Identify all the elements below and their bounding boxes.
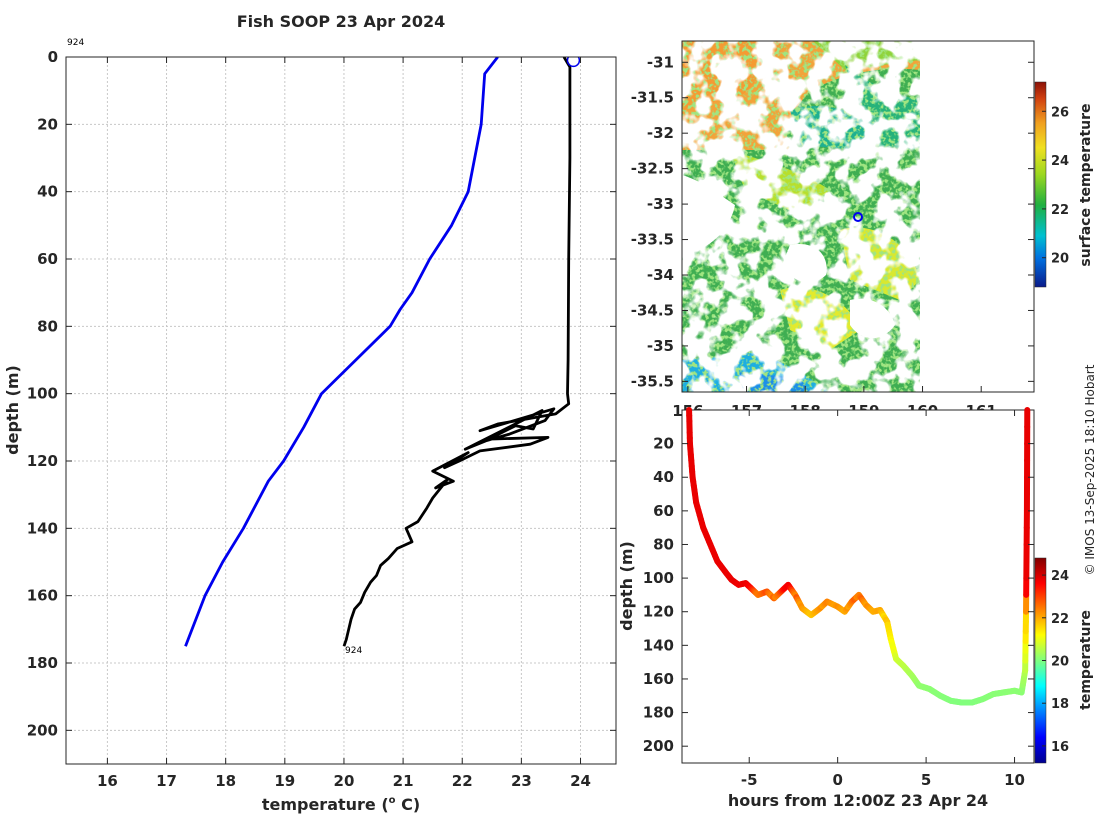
surface-temperature-map: -31 -31.5 -32 -32.5 -33 -33.5 -34 -34.5 -35 -35.5…: [631, 40, 1094, 420]
map-y-tick-label: -35: [647, 337, 674, 355]
depth-time-y-tick-label: 200: [643, 737, 674, 755]
profile-x-tick-label: 24: [570, 772, 591, 790]
profile-y-axis-label: depth (m): [3, 365, 22, 455]
profile-y-tick-label: 200: [27, 721, 58, 739]
profile-chart: 16 17 18 19 20 21 22 23 24 0 20 40 60 80 100 120 140 160 1…: [3, 38, 617, 814]
depth-time-x-tick-label: 0: [832, 771, 842, 789]
map-y-tick-label: -33.5: [631, 231, 674, 249]
profile-y-tick-label: 180: [27, 654, 58, 672]
map-y-tick-label: -32: [647, 124, 674, 142]
profile-x-tick-label: 19: [274, 772, 295, 790]
map-y-tick-label: -32.5: [631, 160, 674, 178]
profile-x-tick-label: 20: [334, 772, 355, 790]
sst-colorbar-tick-label: 22: [1051, 203, 1069, 218]
series-line-sensor-profiles: [342, 57, 572, 647]
depth-time-y-tick-label: 40: [653, 468, 674, 486]
profile-y-tick-label: 120: [27, 452, 58, 470]
map-axes-frame: [681, 40, 1035, 393]
depth-time-y-tick-label: 140: [643, 636, 674, 654]
profile-axes-frame: [65, 56, 617, 765]
sst-colorbar-ticks: 20 22 24 26: [1042, 105, 1069, 267]
profile-x-tick-label: 21: [393, 772, 414, 790]
imos-credit: © IMOS 13-Sep-2025 18:10 Hobart: [1083, 364, 1097, 575]
profile-x-label-unit: C): [396, 795, 421, 814]
profile-x-tick-label: 22: [452, 772, 473, 790]
temperature-colorbar-tick-label: 16: [1051, 740, 1069, 755]
profile-y-tick-label: 80: [37, 317, 58, 335]
profile-position-marker: [566, 57, 581, 68]
profile-y-tick-label: 20: [37, 115, 58, 133]
temperature-colorbar-ticks: 16 18 20 22 24: [1042, 569, 1069, 755]
sst-colorbar-tick-label: 26: [1051, 105, 1069, 120]
depth-time-data: [686, 407, 1031, 706]
profile-x-tick-label: 18: [215, 772, 236, 790]
profile-x-axis-label: temperature (o C): [262, 795, 420, 814]
profile-x-tick-label: 23: [511, 772, 532, 790]
map-y-tick-label: -34.5: [631, 301, 674, 319]
sst-colorbar: [1034, 81, 1047, 288]
temperature-colorbar-tick-label: 22: [1051, 612, 1069, 627]
depth-time-y-tick-label: 180: [643, 704, 674, 722]
depth-time-ticks: 20 40 60 80 100 120 140 160 180 200 -5 0 5 10: [643, 410, 1034, 789]
sst-colorbar-tick-label: 24: [1051, 154, 1069, 169]
depth-time-x-tick-label: -5: [741, 771, 758, 789]
depth-time-y-tick-label: 80: [653, 535, 674, 553]
profile-y-tick-label: 0: [48, 48, 58, 66]
depth-time-x-tick-label: 10: [1004, 771, 1025, 789]
temperature-colorbar-label: temperature: [1078, 610, 1094, 710]
series-line-climatology: [184, 57, 499, 647]
profile-data: [184, 57, 581, 647]
depth-time-x-tick-label: 5: [921, 771, 931, 789]
profile-x-label-main: temperature (: [262, 795, 389, 814]
sst-colorbar-label: surface temperature: [1078, 103, 1094, 266]
profile-top-label: 924: [67, 38, 84, 48]
depth-time-axes-frame: [681, 409, 1035, 764]
map-y-tick-label: -33: [647, 195, 674, 213]
profile-y-tick-label: 100: [27, 385, 58, 403]
profile-x-label-degree: o: [389, 795, 396, 806]
profile-x-tick-label: 17: [156, 772, 177, 790]
figure-title: Fish SOOP 23 Apr 2024: [237, 12, 446, 31]
depth-time-y-tick-label: 60: [653, 502, 674, 520]
map-position-marker: [853, 212, 863, 222]
depth-time-y-tick-label: 120: [643, 603, 674, 621]
map-y-tick-label: -35.5: [631, 372, 674, 390]
depth-time-y-axis-label: depth (m): [617, 541, 636, 631]
profile-gridlines: [66, 56, 616, 764]
map-y-tick-label: -31: [647, 53, 674, 71]
profile-ticks: 16 17 18 19 20 21 22 23 24 0 20 40 60 80 100 120 140 160 1…: [27, 48, 616, 790]
depth-time-y-tick-label: 20: [653, 435, 674, 453]
sst-field: [682, 41, 920, 392]
sst-colorbar-tick-label: 20: [1051, 252, 1069, 267]
profile-x-tick-label: 16: [97, 772, 118, 790]
profile-y-tick-label: 60: [37, 250, 58, 268]
temperature-colorbar-tick-label: 20: [1051, 655, 1069, 670]
profile-y-tick-label: 160: [27, 587, 58, 605]
map-y-tick-label: -34: [647, 266, 674, 284]
depth-time-y-tick-label: 100: [643, 569, 674, 587]
depth-time-x-axis-label: hours from 12:00Z 23 Apr 24: [728, 791, 988, 810]
profile-y-tick-label: 140: [27, 519, 58, 537]
temperature-colorbar-tick-label: 24: [1051, 569, 1069, 584]
profile-y-tick-label: 40: [37, 183, 58, 201]
profile-bottom-label: 924: [345, 646, 362, 656]
depth-time-y-tick-label: 160: [643, 670, 674, 688]
map-y-tick-label: -31.5: [631, 89, 674, 107]
temperature-colorbar-tick-label: 18: [1051, 697, 1069, 712]
